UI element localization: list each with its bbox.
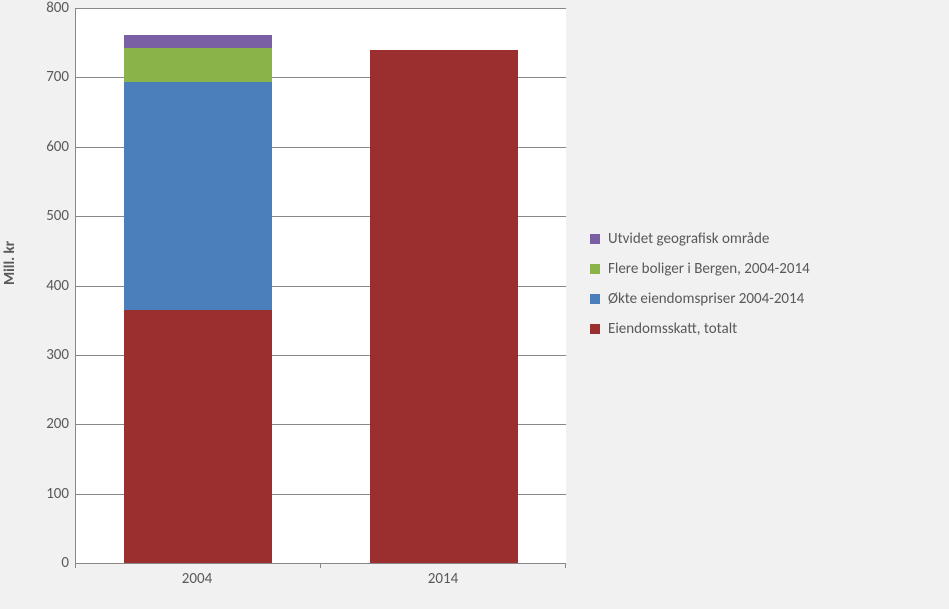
x-tick-label: 2004 (182, 570, 212, 588)
legend-item: Økte eiendomspriser 2004-2014 (590, 290, 810, 308)
x-tick-mark (320, 563, 321, 568)
bar-segment-utvidet (124, 35, 272, 47)
plot-area (75, 8, 566, 564)
x-tick-mark (75, 563, 76, 568)
legend: Utvidet geografisk område Flere boliger i… (590, 230, 810, 350)
y-tick-label: 700 (9, 68, 69, 86)
legend-item: Utvidet geografisk område (590, 230, 810, 248)
y-tick-label: 100 (9, 485, 69, 503)
legend-swatch (590, 264, 600, 274)
y-tick-label: 600 (9, 138, 69, 156)
x-tick-mark (565, 563, 566, 568)
bar-segment-eiendom (124, 310, 272, 563)
y-tick-label: 400 (9, 277, 69, 295)
legend-swatch (590, 234, 600, 244)
gridline (76, 8, 566, 9)
legend-label: Flere boliger i Bergen, 2004-2014 (608, 260, 810, 278)
legend-label: Økte eiendomspriser 2004-2014 (608, 290, 804, 308)
legend-swatch (590, 294, 600, 304)
y-tick-label: 200 (9, 415, 69, 433)
legend-item: Eiendomsskatt, totalt (590, 320, 810, 338)
legend-item: Flere boliger i Bergen, 2004-2014 (590, 260, 810, 278)
bar-segment-okte (124, 82, 272, 310)
y-tick-label: 800 (9, 0, 69, 17)
bar-group (124, 35, 272, 563)
bar-segment-eiendom (370, 50, 518, 563)
legend-label: Utvidet geografisk område (608, 230, 769, 248)
legend-label: Eiendomsskatt, totalt (608, 320, 737, 338)
bar-segment-flere (124, 48, 272, 83)
y-tick-label: 300 (9, 346, 69, 364)
y-tick-label: 500 (9, 207, 69, 225)
bar-group (370, 50, 518, 563)
x-tick-label: 2014 (428, 570, 458, 588)
legend-swatch (590, 324, 600, 334)
stacked-bar-chart: Mill. kr Utvidet geografisk områdeFlere … (0, 0, 949, 609)
y-tick-label: 0 (9, 554, 69, 572)
